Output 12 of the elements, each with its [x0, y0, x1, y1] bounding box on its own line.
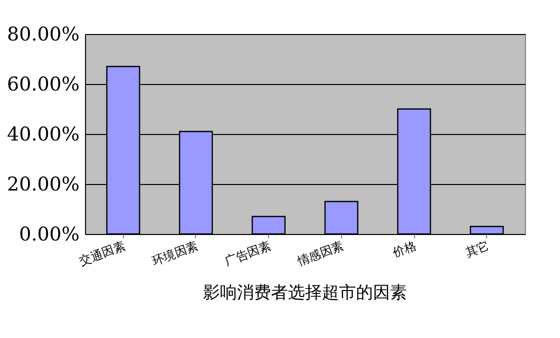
text: 影响消费者选择超市的因素 — [203, 282, 407, 303]
y-tick-label: 0.00% — [19, 224, 80, 246]
x-tick-label: 广告因素 — [222, 238, 273, 268]
x-tick-label: 其它 — [464, 238, 491, 260]
y-tick-label: 60.00% — [7, 74, 80, 96]
x-tick-label: 环境因素 — [150, 238, 200, 268]
y-tick-label: 20.00% — [7, 174, 80, 196]
x-tick-label: 价格 — [390, 238, 418, 260]
x-tick-label: 交通因素 — [77, 238, 128, 268]
y-tick-label: 40.00% — [7, 124, 80, 146]
x-tick-label: 情感因素 — [294, 238, 346, 269]
y-tick-label: 80.00% — [7, 24, 80, 46]
